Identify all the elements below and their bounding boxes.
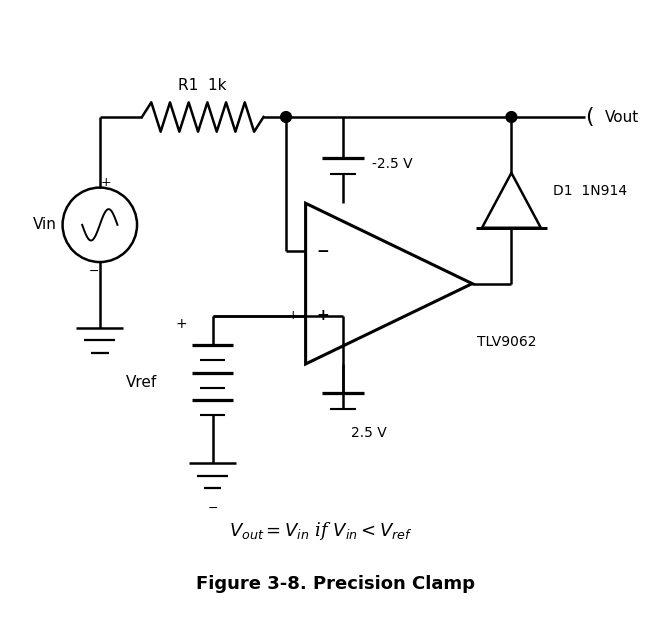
Text: +: + <box>101 176 111 189</box>
Text: −: − <box>317 244 329 259</box>
Text: R1  1k: R1 1k <box>178 78 227 93</box>
Text: (: ( <box>585 107 594 127</box>
Text: -2.5 V: -2.5 V <box>372 157 413 171</box>
Text: −: − <box>207 502 218 514</box>
Text: D1  1N914: D1 1N914 <box>553 183 627 198</box>
Circle shape <box>506 112 517 122</box>
Text: +: + <box>175 317 187 331</box>
Text: +: + <box>317 308 329 323</box>
Text: TLV9062: TLV9062 <box>477 335 537 349</box>
Text: +: + <box>288 310 298 322</box>
Text: Vref: Vref <box>126 375 158 390</box>
Text: $V_{out} = V_{in}$ if $V_{in} < V_{ref}$: $V_{out} = V_{in}$ if $V_{in} < V_{ref}$ <box>229 519 412 541</box>
Text: Vout: Vout <box>605 109 639 124</box>
Text: −: − <box>89 266 99 278</box>
Circle shape <box>280 112 291 122</box>
Text: 2.5 V: 2.5 V <box>351 426 386 440</box>
Text: Vin: Vin <box>33 217 57 232</box>
Text: Figure 3-8. Precision Clamp: Figure 3-8. Precision Clamp <box>195 575 474 593</box>
